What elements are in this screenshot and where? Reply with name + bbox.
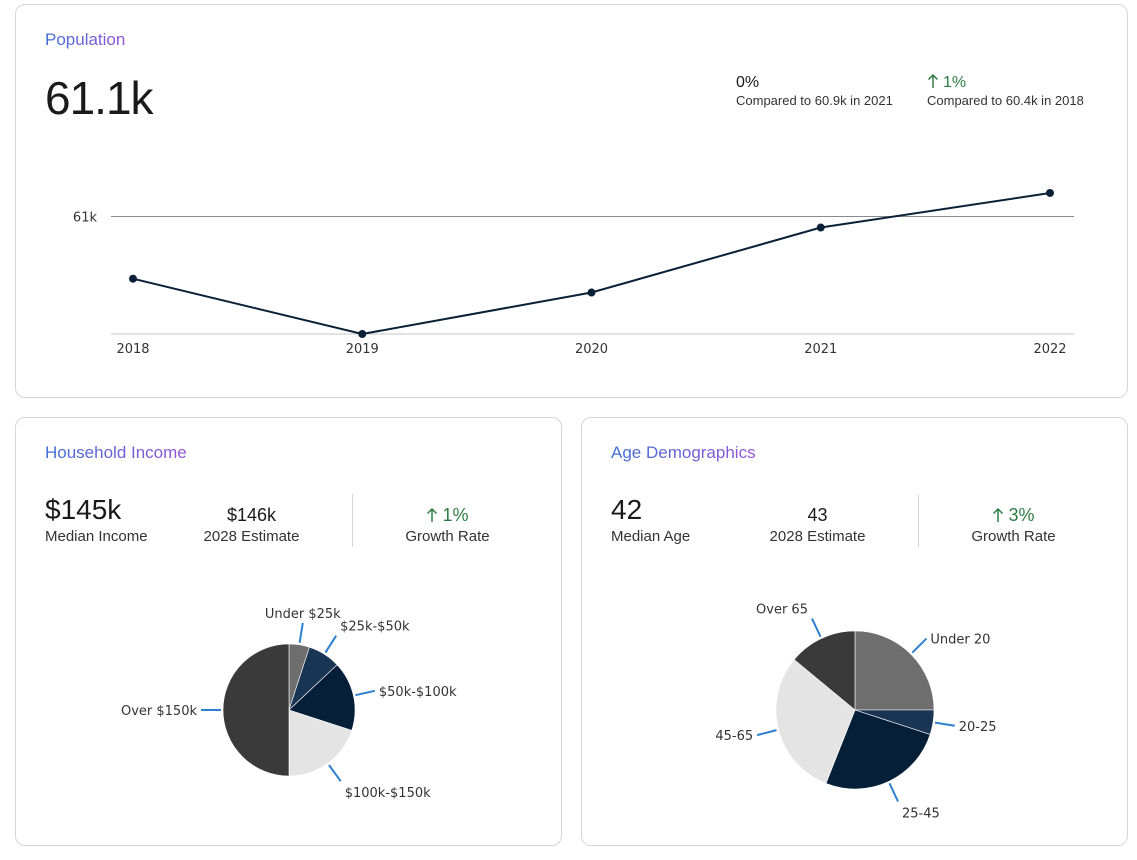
household-income-card: Household Income $145k Median Income $14…: [15, 417, 562, 846]
compare-five-year: 1% Compared to 60.4k in 2018: [927, 73, 1084, 109]
pie-label-20-25: 20-25: [959, 720, 997, 735]
leader-line-25-45: [888, 782, 899, 802]
leader-line-under-20: [911, 637, 928, 654]
population-title: Population: [45, 30, 126, 49]
pie-label-over-150k: Over $150k: [121, 704, 197, 719]
x-tick-label-2022: 2022: [1033, 342, 1066, 357]
age-demographics-card: Age Demographics 42 Median Age 43 2028 E…: [581, 417, 1128, 846]
arrow-up-icon: [927, 73, 939, 88]
data-point-2021: [816, 223, 825, 232]
household-income-title: Household Income: [45, 443, 187, 462]
leader-line-20-25: [934, 721, 955, 727]
age-estimate: 43 2028 Estimate: [749, 504, 886, 546]
pie-slice-50k-100k: [288, 664, 356, 731]
income-growth-label: Growth Rate: [405, 528, 490, 545]
age-growth: 3% Growth Rate: [945, 504, 1082, 546]
median-income-label: Median Income: [45, 528, 148, 545]
income-estimate-label: 2028 Estimate: [203, 528, 300, 545]
population-series-line: [132, 191, 1051, 336]
median-age-value: 42: [611, 494, 643, 525]
leader-line-over-65: [811, 618, 822, 638]
income-growth: 1% Growth Rate: [379, 504, 516, 546]
pie-label-100k-150k: $100k-$150k: [345, 786, 431, 801]
age-growth-label: Growth Rate: [971, 528, 1056, 545]
pie-slice-over-150k: [222, 643, 290, 777]
compare-five-year-value: 1%: [943, 74, 967, 91]
reference-line-label: 61k: [73, 210, 98, 225]
pie-label-25-45: 25-45: [902, 806, 940, 821]
age-estimate-value: 43: [807, 505, 828, 525]
pie-slice-over-65: [793, 630, 856, 711]
pie-slice-100k-150k: [288, 709, 353, 777]
age-growth-value: 3%: [1008, 505, 1035, 525]
x-tick-label-2020: 2020: [575, 342, 608, 357]
pie-slice-45-65: [775, 659, 856, 784]
data-point-2019: [358, 330, 367, 338]
compare-five-year-text: Compared to 60.4k in 2018: [927, 93, 1084, 108]
leader-line-50k-100k: [355, 689, 376, 697]
population-card: Population 61.1k 0% Compared to 60.9k in…: [15, 4, 1128, 398]
metric-divider: [352, 494, 353, 547]
data-point-2022: [1046, 188, 1054, 197]
household-income-pie-chart: Under $25k$25k-$50k $50k-$100k $100k-$150k…: [121, 607, 457, 801]
x-tick-label-2021: 2021: [804, 342, 837, 357]
compare-previous-year-value: 0%: [736, 74, 760, 91]
leader-line-45-65: [756, 729, 777, 737]
pie-label-under-20: Under 20: [930, 633, 990, 648]
compare-previous-year: 0% Compared to 60.9k in 2021: [736, 73, 893, 109]
pie-slice-under-20: [854, 630, 935, 711]
median-age-label: Median Age: [611, 528, 691, 545]
leader-line-25k-50k: [324, 635, 337, 654]
income-growth-row: 1%: [379, 504, 516, 526]
median-age: 42 Median Age: [611, 494, 690, 546]
data-point-2018: [129, 274, 137, 283]
pie-slice-25-45: [825, 709, 931, 790]
age-growth-row: 3%: [945, 504, 1082, 526]
age-estimate-label: 2028 Estimate: [769, 528, 866, 545]
income-estimate-value: $146k: [226, 505, 277, 525]
median-income: $145k Median Income: [45, 494, 148, 546]
population-line-chart: 61k 2018 2019 2020 2021 2022: [73, 188, 1074, 357]
compare-previous-year-text: Compared to 60.9k in 2021: [736, 93, 893, 108]
population-value: 61.1k: [45, 72, 154, 124]
age-demographics-title: Age Demographics: [611, 443, 756, 462]
pie-label-45-65: 45-65: [715, 729, 753, 744]
leader-line-100k-150k: [328, 764, 342, 782]
arrow-up-icon: [993, 507, 1004, 522]
income-estimate: $146k 2028 Estimate: [183, 504, 320, 546]
x-tick-label-2018: 2018: [116, 342, 149, 357]
metric-divider: [918, 494, 919, 547]
pie-label-25k-50k: $25k-$50k: [340, 620, 410, 635]
median-income-value: $145k: [45, 494, 122, 525]
leader-line-under-25k: [298, 622, 304, 643]
pie-label-50k-100k: $50k-$100k: [379, 685, 457, 700]
x-tick-label-2019: 2019: [346, 342, 379, 357]
income-growth-value: 1%: [442, 505, 469, 525]
pie-label-under-25k: Under $25k: [265, 607, 341, 622]
arrow-up-icon: [427, 507, 438, 522]
age-demographics-pie-chart: Under 20 20-25 25-45 45-65 Over 65: [715, 603, 997, 822]
pie-label-over-65: Over 65: [756, 603, 808, 618]
data-point-2020: [587, 288, 596, 297]
compare-five-year-row: 1%: [927, 73, 1084, 93]
